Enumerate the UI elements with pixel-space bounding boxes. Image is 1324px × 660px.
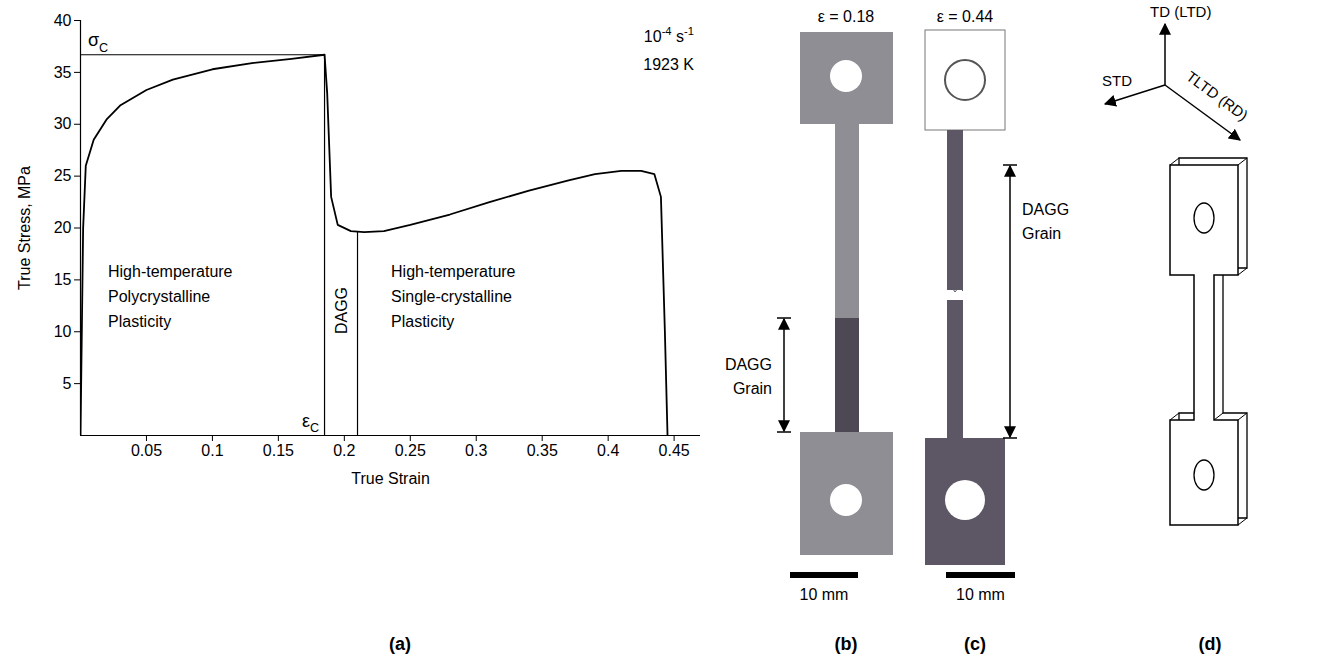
svg-text:20: 20 — [54, 219, 72, 236]
svg-text:15: 15 — [54, 271, 72, 288]
svg-text:0.3: 0.3 — [465, 442, 487, 459]
svg-text:0.2: 0.2 — [333, 442, 355, 459]
svg-text:Plasticity: Plasticity — [108, 313, 171, 330]
svg-text:10-4 s-1: 10-4 s-1 — [644, 25, 694, 45]
svg-text:0.35: 0.35 — [527, 442, 558, 459]
svg-text:ε = 0.44: ε = 0.44 — [937, 8, 994, 25]
svg-text:εC: εC — [302, 411, 319, 435]
svg-text:(a): (a) — [389, 634, 411, 654]
svg-text:(d): (d) — [1199, 634, 1222, 654]
svg-text:10: 10 — [54, 323, 72, 340]
svg-text:10 mm: 10 mm — [800, 586, 849, 603]
svg-text:ε = 0.18: ε = 0.18 — [818, 8, 875, 25]
svg-text:Grain: Grain — [733, 380, 772, 397]
svg-text:1923 K: 1923 K — [643, 56, 694, 73]
svg-text:35: 35 — [54, 63, 72, 80]
svg-text:40: 40 — [54, 12, 72, 29]
svg-text:0.25: 0.25 — [395, 442, 426, 459]
svg-text:True Stress, MPa: True Stress, MPa — [16, 166, 33, 290]
svg-text:(b): (b) — [835, 634, 858, 654]
svg-text:25: 25 — [54, 167, 72, 184]
svg-text:TD (LTD): TD (LTD) — [1150, 3, 1211, 20]
svg-text:σC: σC — [88, 30, 108, 54]
svg-text:Plasticity: Plasticity — [391, 313, 454, 330]
svg-text:0.15: 0.15 — [263, 442, 294, 459]
svg-text:DAGG: DAGG — [333, 287, 350, 334]
svg-text:High-temperature: High-temperature — [108, 263, 233, 280]
svg-text:0.05: 0.05 — [131, 442, 162, 459]
svg-text:0.4: 0.4 — [597, 442, 619, 459]
svg-text:Grain: Grain — [1022, 225, 1061, 242]
svg-text:High-temperature: High-temperature — [391, 263, 516, 280]
svg-text:30: 30 — [54, 115, 72, 132]
svg-text:Polycrystalline: Polycrystalline — [108, 288, 210, 305]
svg-text:Single-crystalline: Single-crystalline — [391, 288, 512, 305]
svg-text:DAGG: DAGG — [1022, 201, 1069, 218]
svg-text:0.1: 0.1 — [201, 442, 223, 459]
svg-text:10 mm: 10 mm — [956, 586, 1005, 603]
svg-text:0.45: 0.45 — [659, 442, 690, 459]
svg-text:5: 5 — [63, 375, 72, 392]
svg-text:TLTD (RD): TLTD (RD) — [1183, 67, 1251, 123]
svg-text:(c): (c) — [964, 634, 986, 654]
svg-text:True Strain: True Strain — [351, 470, 430, 487]
svg-text:STD: STD — [1102, 72, 1132, 89]
svg-text:DAGG: DAGG — [725, 356, 772, 373]
